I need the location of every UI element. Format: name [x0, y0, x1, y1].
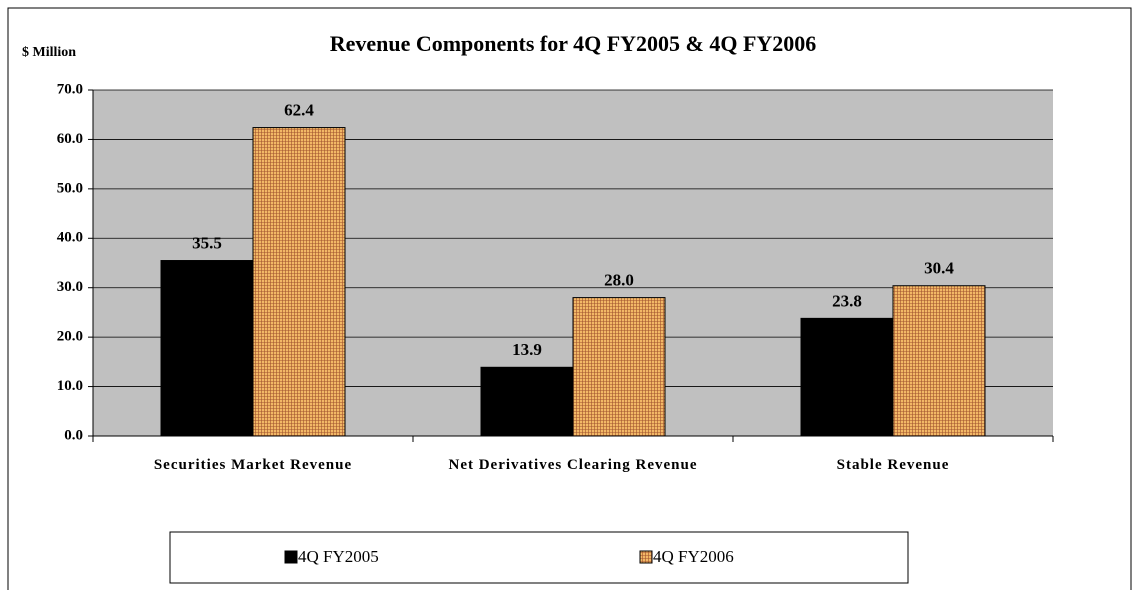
legend-swatch — [284, 550, 298, 564]
bar — [480, 366, 574, 437]
x-tick-label-box: Net Derivatives Clearing Revenue — [448, 457, 698, 473]
chart-title: Revenue Components for 4Q FY2005 & 4Q FY… — [330, 31, 817, 56]
y-axis-label: $ Million — [22, 45, 76, 60]
y-tick-label: 60.0 — [57, 131, 83, 147]
x-tick-label: Securities Market Revenue — [153, 457, 353, 473]
bar — [800, 317, 894, 437]
data-label: 62.4 — [284, 100, 314, 119]
bar — [160, 260, 254, 437]
y-tick-label: 0.0 — [64, 427, 83, 443]
x-tick-label-box: Stable Revenue — [836, 457, 950, 473]
data-label: 28.0 — [604, 271, 634, 290]
x-tick-label: Stable Revenue — [836, 457, 950, 473]
y-tick-label: 50.0 — [57, 180, 83, 196]
legend-label: 4Q FY2006 — [653, 547, 734, 566]
y-tick-label: 10.0 — [57, 378, 83, 394]
x-tick-label-box: Securities Market Revenue — [153, 457, 353, 473]
legend-label: 4Q FY2005 — [298, 547, 379, 566]
legend-swatch — [639, 550, 653, 564]
chart-border — [7, 7, 1132, 590]
y-tick-label: 20.0 — [57, 329, 83, 345]
data-label: 35.5 — [192, 233, 222, 252]
bar — [572, 297, 666, 437]
data-label: 13.9 — [512, 340, 542, 359]
data-label: 23.8 — [832, 291, 862, 310]
data-label: 30.4 — [924, 259, 954, 278]
bar — [252, 127, 346, 437]
bar — [892, 285, 986, 437]
y-tick-label: 70.0 — [57, 81, 83, 97]
y-tick-label: 40.0 — [57, 230, 83, 246]
y-tick-label: 30.0 — [57, 279, 83, 295]
x-tick-label: Net Derivatives Clearing Revenue — [448, 457, 698, 473]
legend-box — [169, 531, 909, 584]
